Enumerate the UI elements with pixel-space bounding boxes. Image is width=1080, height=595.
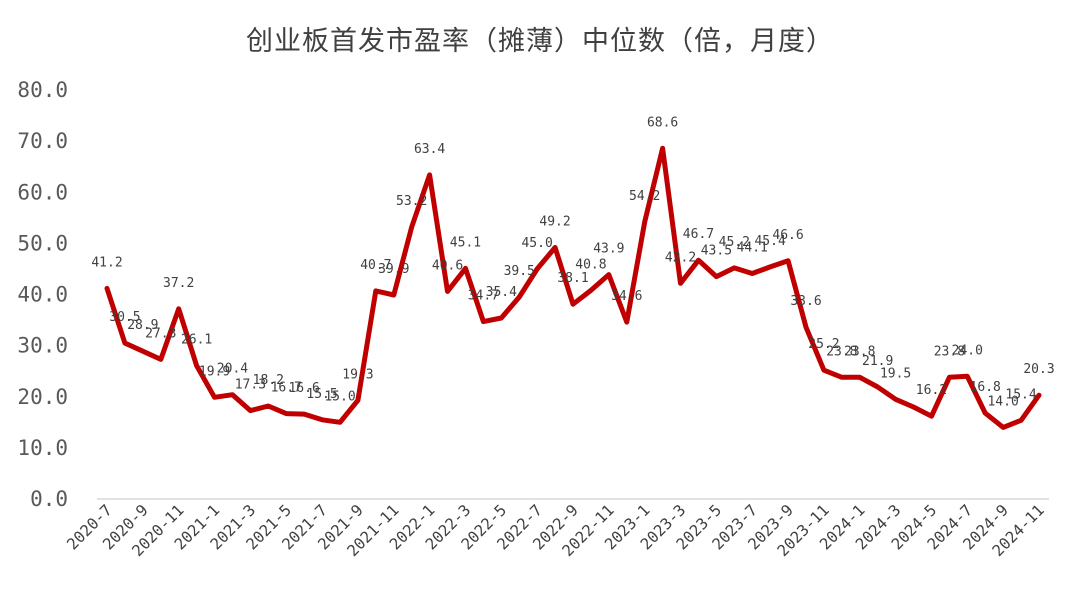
data-label: 49.2 <box>539 214 570 229</box>
data-label: 15.0 <box>324 389 355 404</box>
data-label: 19.9 <box>199 364 230 379</box>
data-label: 68.6 <box>647 115 678 130</box>
data-label: 43.5 <box>701 244 732 259</box>
y-tick-label: 30.0 <box>17 334 68 358</box>
data-label: 40.8 <box>575 257 606 272</box>
data-label: 33.6 <box>790 294 821 309</box>
data-label: 54.2 <box>629 189 660 204</box>
data-label: 16.8 <box>970 380 1001 395</box>
data-label: 45.2 <box>719 235 750 250</box>
data-label: 35.4 <box>486 285 517 300</box>
data-label: 28.9 <box>127 318 158 333</box>
data-label: 27.3 <box>145 326 176 341</box>
data-label: 34.6 <box>611 289 642 304</box>
data-label: 37.2 <box>163 276 194 291</box>
y-tick-label: 60.0 <box>17 180 68 204</box>
data-label: 23.8 <box>934 344 965 359</box>
y-tick-label: 80.0 <box>17 78 68 102</box>
data-label: 25.2 <box>808 337 839 352</box>
chart-title: 创业板首发市盈率（摊薄）中位数（倍，月度） <box>246 26 834 57</box>
data-label: 46.6 <box>772 228 803 243</box>
data-label: 17.3 <box>235 378 266 393</box>
data-label: 30.5 <box>109 310 140 325</box>
y-tick-label: 20.0 <box>17 385 68 409</box>
data-label: 23.8 <box>844 344 875 359</box>
data-label: 45.4 <box>754 234 785 249</box>
y-axis: 0.0 10.0 20.0 30.0 40.0 50.0 60.0 70.0 80.0 <box>17 78 68 511</box>
data-label: 24.0 <box>952 343 983 358</box>
data-label: 63.4 <box>414 142 445 157</box>
data-label: 39.5 <box>504 264 535 279</box>
series-line <box>104 145 1042 430</box>
y-tick-label: 50.0 <box>17 231 68 255</box>
data-label: 19.5 <box>880 366 911 381</box>
data-label: 20.4 <box>217 362 248 377</box>
data-label: 45.0 <box>521 236 552 251</box>
data-label: 38.1 <box>557 271 588 286</box>
data-label: 16.7 <box>271 381 302 396</box>
data-label: 41.2 <box>91 255 122 270</box>
data-label: 23.8 <box>826 344 857 359</box>
data-label: 19.3 <box>342 367 373 382</box>
data-label: 16.6 <box>288 381 319 396</box>
data-label: 14.0 <box>987 394 1018 409</box>
y-tick-label: 40.0 <box>17 283 68 307</box>
data-label: 43.9 <box>593 242 624 257</box>
data-label: 40.6 <box>432 258 463 273</box>
data-label: 44.1 <box>737 241 768 256</box>
y-tick-label: 70.0 <box>17 129 68 153</box>
data-label: 21.9 <box>862 354 893 369</box>
y-tick-label: 0.0 <box>30 487 68 511</box>
data-label: 46.7 <box>683 227 714 242</box>
x-axis: 2020-72020-92020-112021-12021-32021-5202… <box>64 501 1048 560</box>
data-label: 40.7 <box>360 258 391 273</box>
data-label: 45.1 <box>450 235 481 250</box>
data-label: 42.2 <box>665 250 696 265</box>
data-label: 18.2 <box>253 373 284 388</box>
data-label: 20.3 <box>1023 362 1054 377</box>
data-label: 39.9 <box>378 262 409 277</box>
y-tick-label: 10.0 <box>17 436 68 460</box>
data-label: 53.2 <box>396 194 427 209</box>
data-label: 16.2 <box>916 383 947 398</box>
data-label: 15.4 <box>1005 387 1036 402</box>
data-label: 34.7 <box>468 289 499 304</box>
data-label: 15.5 <box>306 387 337 402</box>
data-labels: 41.2 30.528.927.3 37.2 26.1 19.920.417.318.2… <box>91 115 1054 409</box>
data-label: 26.1 <box>181 333 212 348</box>
